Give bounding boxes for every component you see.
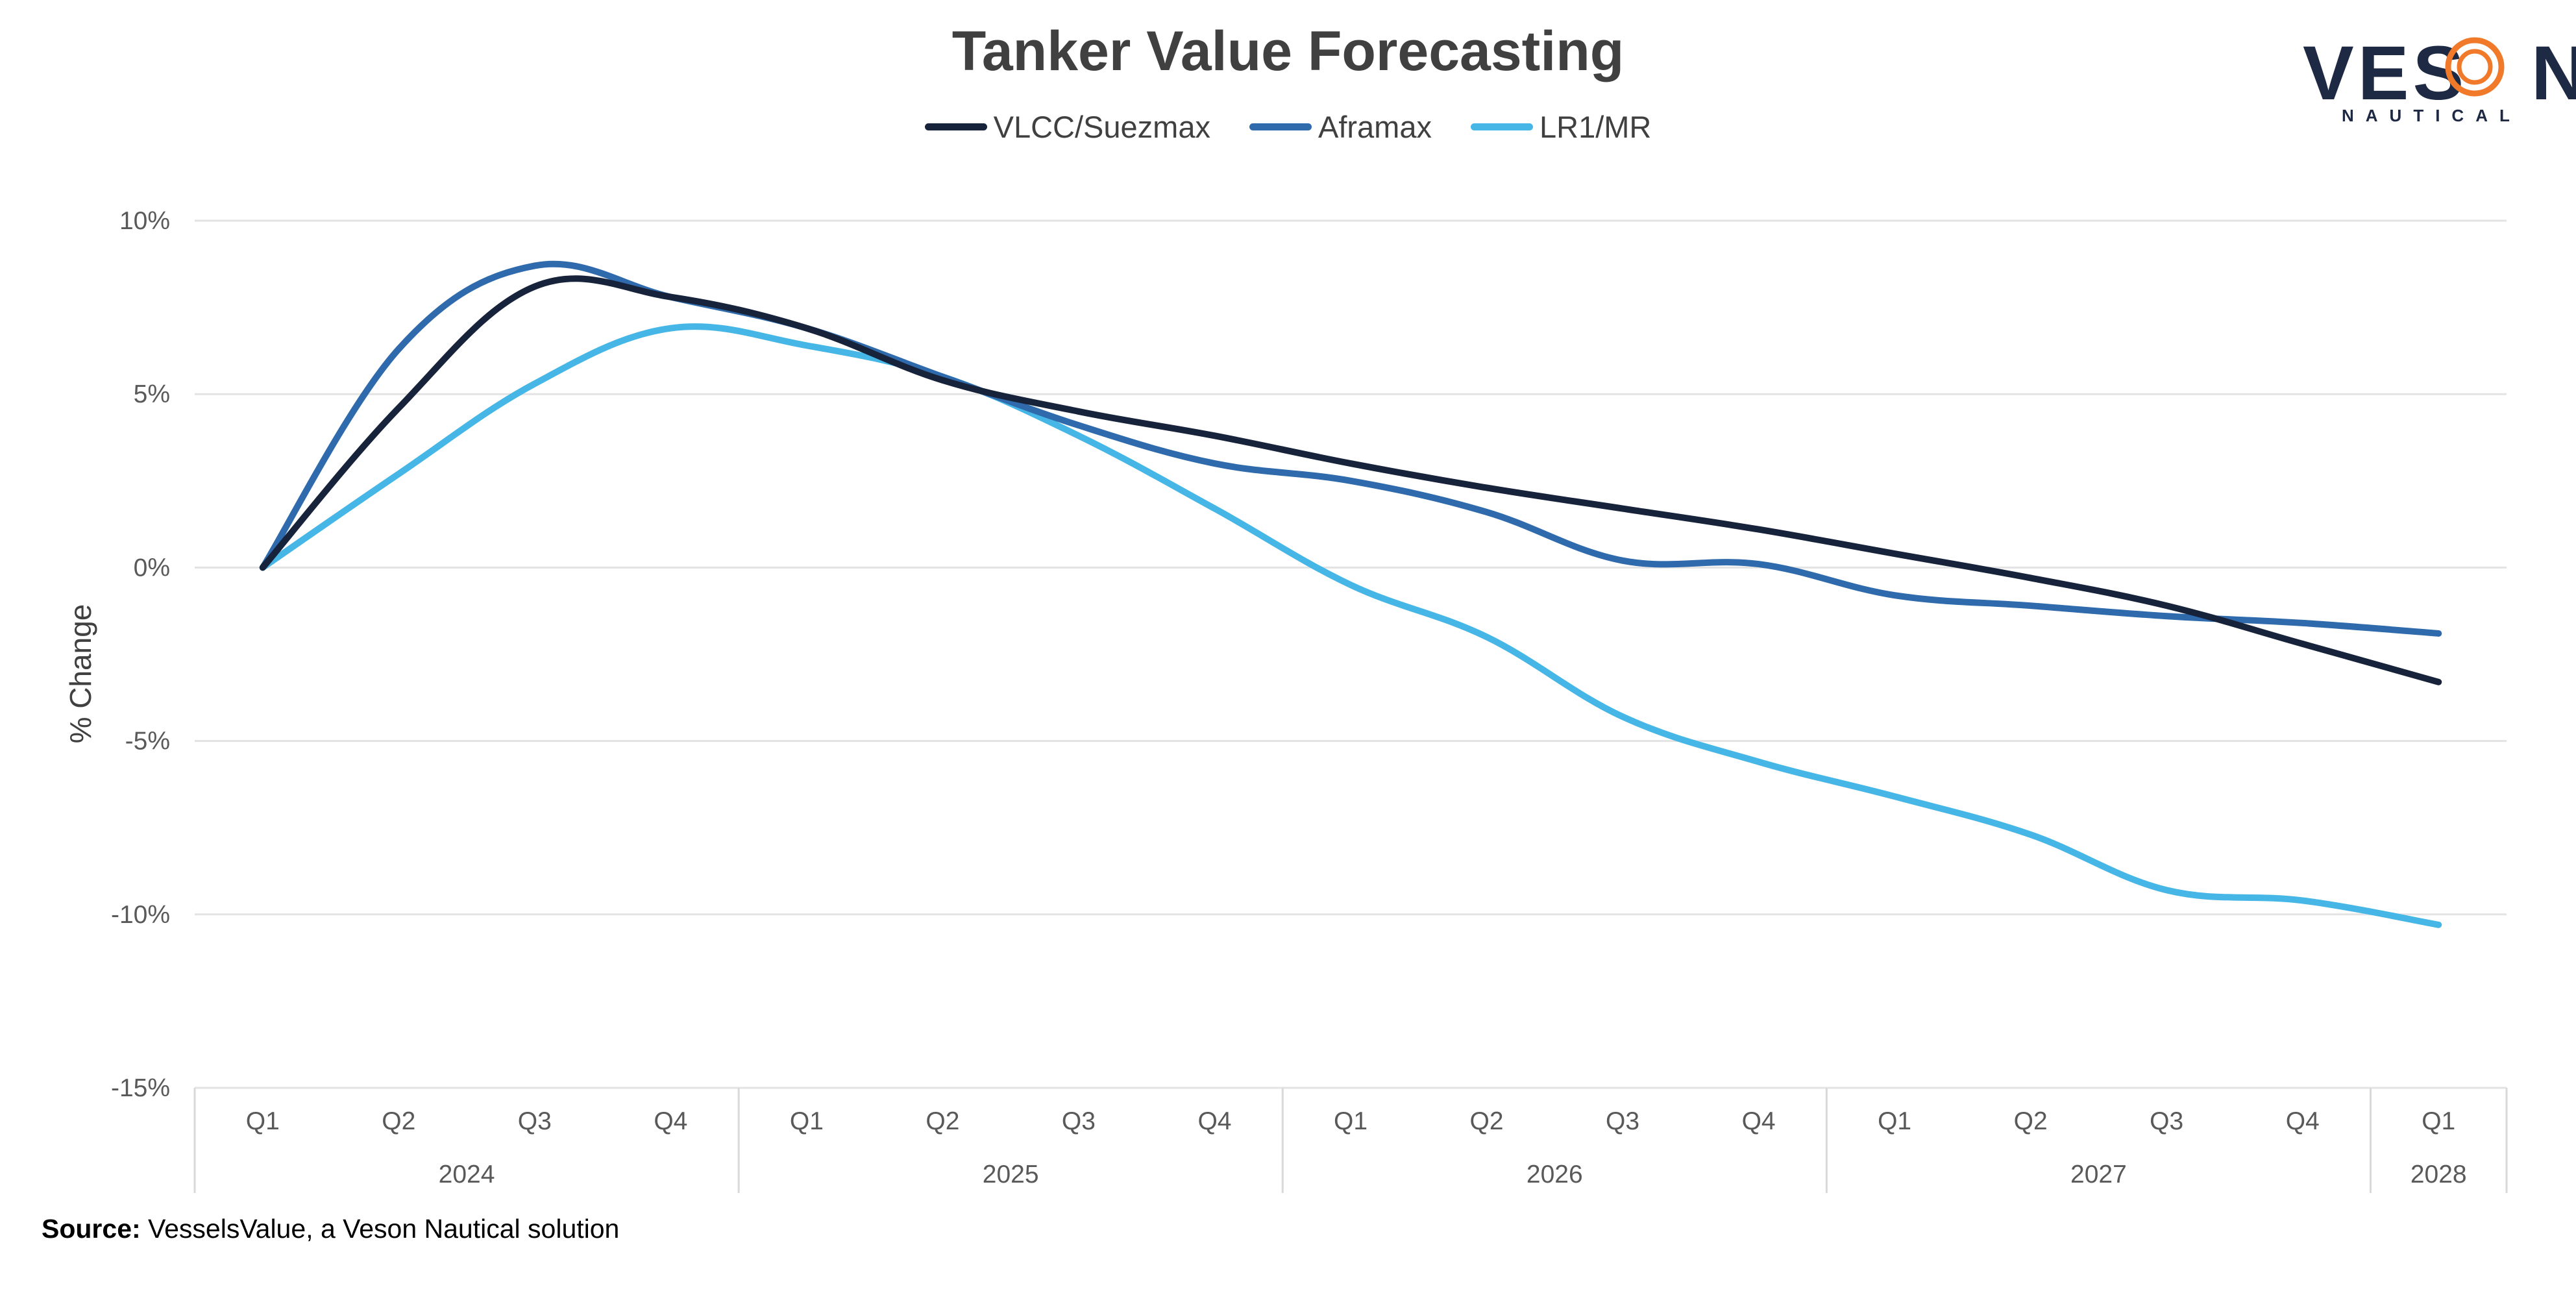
x-year-label: 2024 <box>439 1161 495 1188</box>
x-tick-label: Q1 <box>790 1107 824 1135</box>
logo-letter: N <box>2531 31 2576 116</box>
x-tick-label: Q1 <box>1878 1107 1911 1135</box>
x-tick-label: Q2 <box>382 1107 415 1135</box>
y-tick-label: 10% <box>119 207 170 235</box>
x-tick-label: Q3 <box>1606 1107 1639 1135</box>
x-tick-label: Q2 <box>1470 1107 1504 1135</box>
logo-subtitle: NAUTICAL <box>2342 106 2521 125</box>
legend-item: Aframax <box>1249 109 1432 145</box>
x-tick-label: Q1 <box>1334 1107 1368 1135</box>
y-tick-label: -5% <box>125 728 170 756</box>
source-lead: Source: <box>42 1214 141 1244</box>
x-tick-label: Q1 <box>2422 1107 2455 1135</box>
legend-label: LR1/MR <box>1539 110 1652 144</box>
legend-label: Aframax <box>1318 110 1432 144</box>
logo-letter: V <box>2303 31 2358 116</box>
legend: VLCC/Suezmax Aframax LR1/MR <box>0 109 2576 145</box>
x-tick-label: Q4 <box>2286 1107 2320 1135</box>
x-year-label: 2028 <box>2410 1161 2467 1188</box>
x-year-label: 2026 <box>1527 1161 1583 1188</box>
x-tick-label: Q1 <box>246 1107 280 1135</box>
series-line-aframax <box>259 260 2442 637</box>
x-tick-label: Q3 <box>1062 1107 1096 1135</box>
series-line-lr1-mr <box>259 323 2442 928</box>
x-tick-label: Q2 <box>926 1107 959 1135</box>
x-tick-label: Q3 <box>2150 1107 2183 1135</box>
legend-swatch <box>1249 123 1312 130</box>
logo-letter: E <box>2357 31 2413 116</box>
logo-ring-icon <box>2445 37 2505 97</box>
legend-item: LR1/MR <box>1470 109 1652 145</box>
x-tick-label: Q3 <box>518 1107 552 1135</box>
x-year-label: 2027 <box>2070 1161 2127 1188</box>
logo-text: VESON <box>2303 29 2576 117</box>
y-tick-label: -10% <box>111 901 170 929</box>
x-year-label: 2025 <box>983 1161 1039 1188</box>
veson-nautical-logo: VESON NAUTICAL <box>2303 29 2576 127</box>
legend-swatch <box>924 123 987 130</box>
x-tick-label: Q4 <box>654 1107 687 1135</box>
series-line-vlcc-suezmax <box>259 275 2442 685</box>
source-text: VesselsValue, a Veson Nautical solution <box>140 1214 620 1244</box>
x-tick-label: Q4 <box>1742 1107 1776 1135</box>
legend-item: VLCC/Suezmax <box>924 109 1210 145</box>
legend-label: VLCC/Suezmax <box>993 110 1210 144</box>
x-tick-label: Q4 <box>1197 1107 1231 1135</box>
y-tick-label: 0% <box>134 554 170 582</box>
source-note: Source: VesselsValue, a Veson Nautical s… <box>42 1214 619 1244</box>
y-tick-label: -15% <box>111 1074 170 1102</box>
legend-swatch <box>1470 123 1533 130</box>
y-tick-label: 5% <box>134 380 170 408</box>
y-axis-title: % Change <box>64 604 97 744</box>
x-tick-label: Q2 <box>2014 1107 2048 1135</box>
chart-title: Tanker Value Forecasting <box>951 20 1625 82</box>
